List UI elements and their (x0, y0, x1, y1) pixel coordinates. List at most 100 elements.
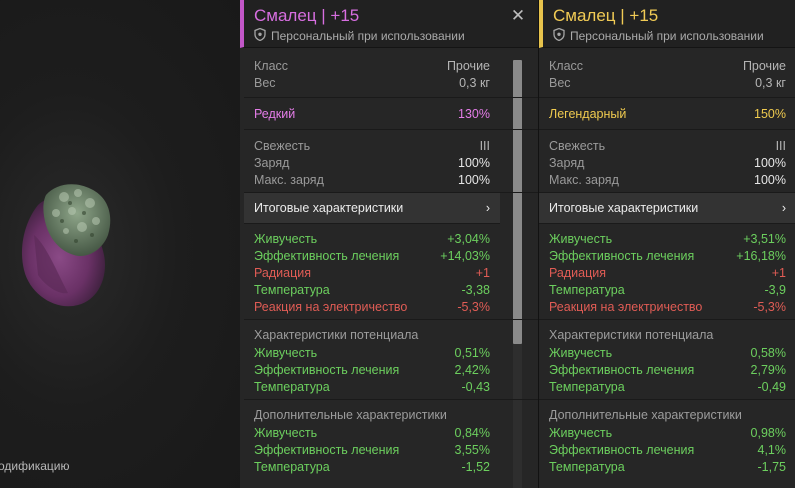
stat-label: Живучесть (549, 231, 613, 246)
chevron-right-icon: › (485, 201, 490, 215)
stat-value: 0,58% (750, 345, 786, 360)
stat-row: Эффективность лечения 4,1% (539, 441, 795, 458)
stat-row: Живучесть +3,04% (244, 230, 538, 247)
stat-row: Эффективность лечения 2,42% (244, 361, 538, 378)
extra-stats-section: Дополнительные характеристики Живучесть 0… (539, 400, 795, 479)
final-stats-toggle[interactable]: Итоговые характеристики › (539, 193, 795, 224)
item-title: Смалец | +15 (553, 6, 659, 25)
stat-row: Живучесть 0,51% (244, 344, 538, 361)
charge-value: 100% (754, 155, 786, 170)
final-stats-section: Живучесть +3,51% Эффективность лечения +16… (539, 224, 795, 320)
item-tooltip-compare: Смалец | +15 Персональный при использова… (538, 0, 795, 488)
tooltip-body: Класс Прочие Вес 0,3 кг Легендарный 150% Св… (539, 48, 795, 479)
potential-stats-section: Характеристики потенциала Живучесть 0,58%… (539, 320, 795, 400)
stat-value: +16,18% (736, 248, 786, 263)
stat-label: Реакция на электричество (254, 299, 408, 314)
stat-label: Эффективность лечения (549, 248, 695, 263)
max-charge-label: Макс. заряд (254, 172, 324, 187)
stat-value: -3,38 (461, 282, 491, 297)
stat-value: 4,1% (757, 442, 787, 457)
stat-label: Температура (549, 379, 625, 394)
rarity-label: Легендарный (549, 106, 627, 121)
charge-value: 100% (458, 155, 490, 170)
weight-label: Вес (549, 75, 571, 90)
stat-value: -0,49 (757, 379, 787, 394)
stat-label: Живучесть (254, 345, 318, 360)
stat-row: Температура -0,49 (539, 378, 795, 395)
stat-label: Температура (549, 459, 625, 474)
freshness-label: Свежесть (549, 138, 606, 153)
stat-label: Живучесть (549, 345, 613, 360)
stat-value: -0,43 (461, 379, 491, 394)
stat-label: Температура (549, 282, 625, 297)
rarity-value: 130% (458, 106, 490, 121)
rarity-value: 150% (754, 106, 786, 121)
binding-label: Персональный при использовании (570, 29, 764, 43)
stat-row: Температура -1,75 (539, 458, 795, 475)
stat-value: +1 (771, 265, 786, 280)
stat-label: Температура (254, 459, 330, 474)
stat-label: Радиация (549, 265, 607, 280)
max-charge-label: Макс. заряд (549, 172, 619, 187)
binding-info: Персональный при использовании (553, 27, 764, 44)
rarity-section: Редкий 130% (244, 98, 538, 130)
stat-row: Живучесть 0,58% (539, 344, 795, 361)
shield-icon (254, 27, 266, 44)
stat-label: Живучесть (254, 425, 318, 440)
freshness-value: III (479, 138, 490, 153)
stat-row: Радиация +1 (539, 264, 795, 281)
class-value: Прочие (446, 58, 490, 73)
class-label: Класс (549, 58, 584, 73)
stat-value: 0,51% (454, 345, 490, 360)
stat-label: Радиация (254, 265, 312, 280)
weight-label: Вес (254, 75, 276, 90)
stat-row: Реакция на электричество -5,3% (539, 298, 795, 315)
stat-value: +1 (475, 265, 490, 280)
tooltip-body: Класс Прочие Вес 0,3 кг Редкий 130% Свежест… (240, 48, 538, 479)
rarity-section: Легендарный 150% (539, 98, 795, 130)
chevron-right-icon: › (781, 201, 786, 215)
final-stats-section: Живучесть +3,04% Эффективность лечения +14… (244, 224, 538, 320)
final-stats-label: Итоговые характеристики (254, 201, 404, 215)
shield-icon (553, 27, 565, 44)
stat-value: -3,9 (764, 282, 786, 297)
freshness-label: Свежесть (254, 138, 311, 153)
close-icon[interactable]: ✕ (510, 6, 526, 25)
stat-label: Живучесть (254, 231, 318, 246)
stat-value: -1,75 (757, 459, 787, 474)
extra-stats-section: Дополнительные характеристики Живучесть 0… (244, 400, 538, 479)
modification-label: одификацию (0, 459, 70, 473)
final-stats-label: Итоговые характеристики (549, 201, 699, 215)
stat-label: Эффективность лечения (549, 442, 695, 457)
weight-value: 0,3 кг (459, 75, 490, 90)
stat-label: Реакция на электричество (549, 299, 703, 314)
lard-item-model (21, 184, 111, 307)
stat-value: 2,42% (454, 362, 490, 377)
stat-value: -5,3% (753, 299, 786, 314)
stat-label: Живучесть (549, 425, 613, 440)
stat-label: Эффективность лечения (254, 442, 400, 457)
scrollbar-thumb[interactable] (513, 60, 522, 344)
stat-value: +3,51% (743, 231, 786, 246)
stat-row: Живучесть 0,98% (539, 424, 795, 441)
condition-section: Свежесть III Заряд 100% Макс. заряд 100% (244, 130, 538, 193)
stat-label: Температура (254, 379, 330, 394)
extra-title: Дополнительные характеристики (549, 408, 742, 422)
potential-stats-section: Характеристики потенциала Живучесть 0,51%… (244, 320, 538, 400)
final-stats-toggle[interactable]: Итоговые характеристики › (244, 193, 500, 224)
basic-info-section: Класс Прочие Вес 0,3 кг (539, 48, 795, 98)
condition-section: Свежесть III Заряд 100% Макс. заряд 100% (539, 130, 795, 193)
charge-label: Заряд (549, 155, 585, 170)
stat-row: Живучесть 0,84% (244, 424, 538, 441)
item-tooltip-current: Смалец | +15 Персональный при использова… (240, 0, 538, 488)
max-charge-value: 100% (458, 172, 490, 187)
stat-value: -5,3% (457, 299, 490, 314)
stat-row: Температура -3,9 (539, 281, 795, 298)
stat-row: Температура -1,52 (244, 458, 538, 475)
extra-title: Дополнительные характеристики (254, 408, 447, 422)
tooltip-header: Смалец | +15 Персональный при использова… (240, 0, 538, 48)
stat-row: Живучесть +3,51% (539, 230, 795, 247)
max-charge-value: 100% (754, 172, 786, 187)
charge-label: Заряд (254, 155, 290, 170)
stat-value: +14,03% (440, 248, 490, 263)
